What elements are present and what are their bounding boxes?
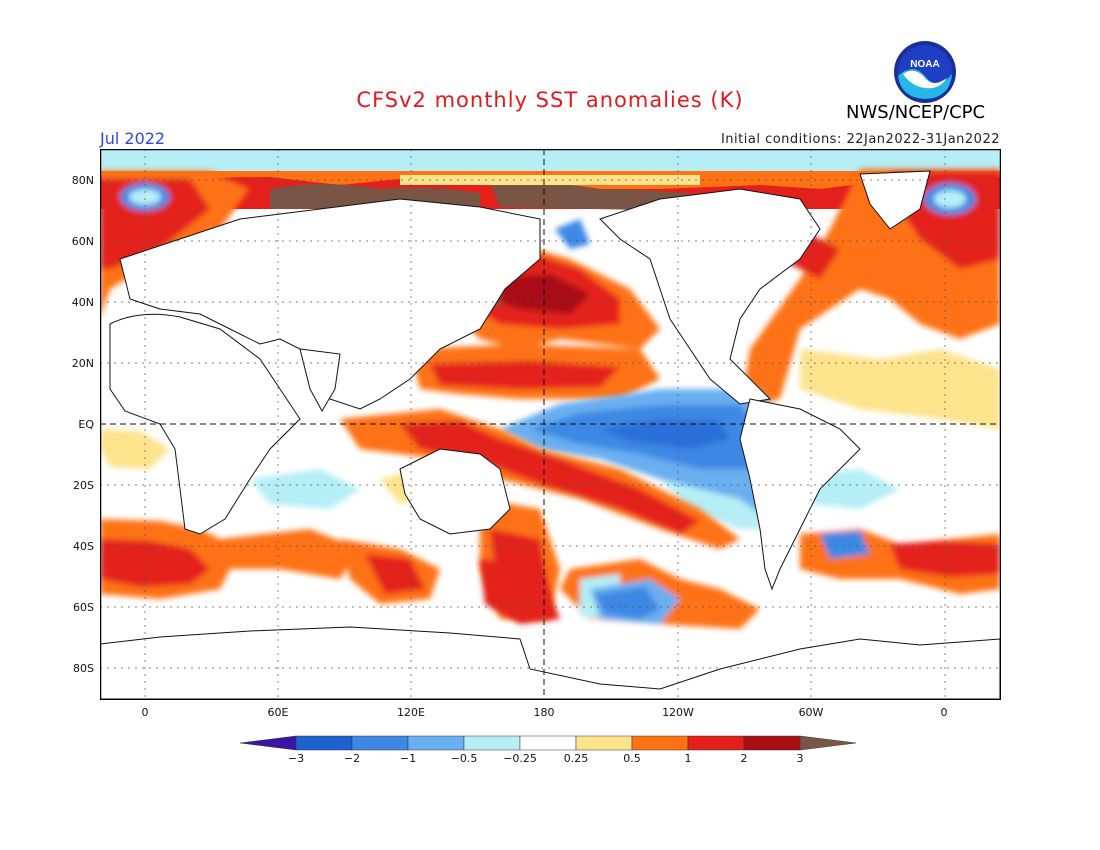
colorbar-segment	[351, 735, 409, 751]
noaa-logo-text: NOAA	[910, 59, 939, 70]
noaa-logo: NOAA	[894, 41, 956, 103]
colorbar-segment	[463, 735, 521, 751]
map-gridlines	[100, 149, 1000, 699]
colorbar-segment	[295, 735, 353, 751]
lat-label: 60S	[73, 601, 94, 614]
colorbar-tick-label: −3	[287, 752, 305, 765]
colorbar-tick-label: 3	[796, 752, 804, 765]
colorbar-tick-label: −0.25	[503, 752, 537, 765]
lat-label: EQ	[78, 418, 94, 431]
colorbar-high-extension	[799, 735, 857, 751]
lat-label: 20N	[71, 357, 94, 370]
lon-label: 120W	[662, 706, 694, 719]
lat-label: 80N	[71, 174, 94, 187]
colorbar-segment	[575, 735, 633, 751]
lat-label: 60N	[71, 235, 94, 248]
equator-dateline-lines	[100, 149, 1000, 699]
map-frame	[100, 149, 1001, 700]
lon-label: 60E	[267, 706, 289, 719]
colorbar-tick-label: 0.5	[623, 752, 641, 765]
colorbar-segment	[407, 735, 465, 751]
color-scale-bar	[240, 735, 857, 751]
organization-label: NWS/NCEP/CPC	[846, 102, 986, 123]
colorbar-tick-label: −1	[399, 752, 417, 765]
colorbar-tick-label: −0.5	[450, 752, 478, 765]
lon-label: 180	[533, 706, 555, 719]
valid-month-label: Jul 2022	[100, 129, 166, 148]
colorbar-tick-label: 2	[740, 752, 748, 765]
colorbar-segment	[519, 735, 577, 751]
lon-label: 0	[940, 706, 948, 719]
la-nina-cold-tongue	[500, 389, 780, 529]
chart-title: CFSv2 monthly SST anomalies (K)	[356, 88, 744, 112]
colorbar-segment	[687, 735, 745, 751]
lon-label: 120E	[397, 706, 425, 719]
colorbar-tick-label: 1	[684, 752, 692, 765]
colorbar-low-extension	[240, 735, 297, 751]
lat-label: 40S	[73, 540, 94, 553]
lat-label: 80S	[73, 662, 94, 675]
lon-label: 0	[141, 706, 149, 719]
lat-label: 20S	[73, 479, 94, 492]
southern-ocean-anomalies	[100, 429, 1000, 629]
lat-label: 40N	[71, 296, 94, 309]
colorbar-tick-label: −2	[343, 752, 361, 765]
colorbar-segment	[631, 735, 689, 751]
lon-label: 60W	[798, 706, 824, 719]
colorbar-segment	[743, 735, 801, 751]
colorbar-tick-label: 0.25	[563, 752, 589, 765]
sst-anomaly-map	[100, 149, 1001, 700]
initial-conditions-label: Initial conditions: 22Jan2022-31Jan2022	[720, 132, 1000, 147]
continents	[100, 170, 1000, 699]
